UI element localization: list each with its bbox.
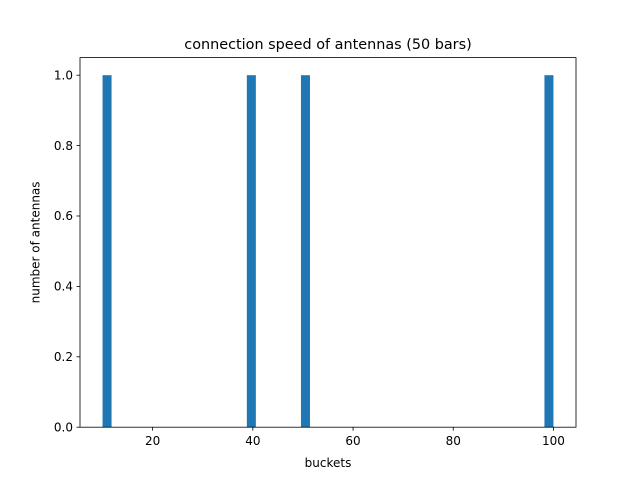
y-axis-ticks: 0.0 0.2 0.4 0.6 0.8 1.0 — [54, 68, 80, 434]
histogram-bar-1 — [246, 75, 256, 428]
histogram-bar-3 — [544, 75, 554, 428]
histogram-bar-0 — [102, 75, 112, 428]
plot-area: 20 40 60 80 100 0.0 0.2 0.4 0.6 0.8 1.0 — [54, 57, 577, 448]
x-axis-ticks: 20 40 60 80 100 — [145, 427, 565, 448]
y-tick-label: 0.8 — [54, 139, 73, 153]
y-tick-label: 0.0 — [54, 420, 73, 434]
axes-frame — [79, 57, 577, 428]
x-tick-label: 60 — [345, 434, 360, 448]
x-tick-label: 40 — [245, 434, 260, 448]
y-tick-label: 0.6 — [54, 209, 73, 223]
x-tick-label: 20 — [145, 434, 160, 448]
y-axis-label: number of antennas — [29, 181, 43, 303]
bars-group — [102, 75, 554, 428]
histogram-bar-2 — [300, 75, 310, 428]
y-tick-label: 1.0 — [54, 68, 73, 82]
x-axis-label: buckets — [305, 456, 352, 470]
y-tick-label: 0.4 — [54, 280, 73, 294]
chart-title: connection speed of antennas (50 bars) — [184, 37, 471, 53]
x-tick-label: 100 — [542, 434, 565, 448]
y-tick-label: 0.2 — [54, 350, 73, 364]
x-tick-label: 80 — [446, 434, 461, 448]
